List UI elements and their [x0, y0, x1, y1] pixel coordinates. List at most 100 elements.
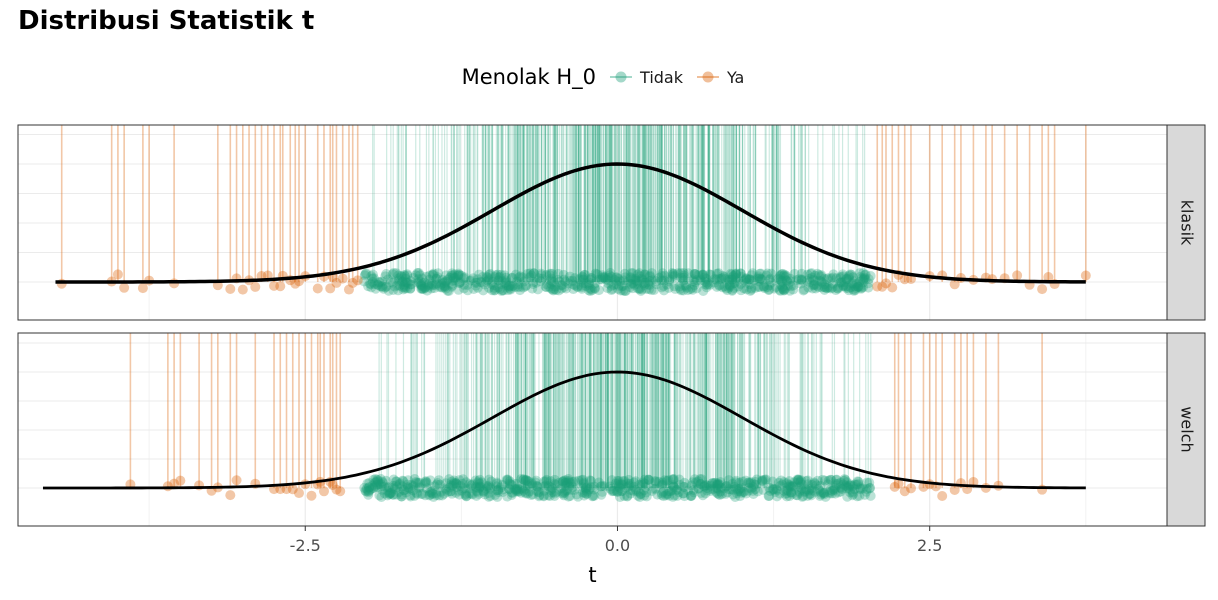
accepted-point: [518, 485, 529, 496]
accepted-point: [614, 480, 625, 491]
accepted-point: [485, 483, 496, 494]
accepted-point: [541, 269, 552, 280]
accepted-point: [381, 269, 392, 280]
accepted-point: [798, 285, 809, 296]
accepted-point: [604, 270, 615, 281]
accepted-point: [705, 269, 716, 280]
accepted-point: [544, 270, 555, 281]
accepted-point: [830, 285, 841, 296]
accepted-point: [437, 277, 448, 288]
accepted-point: [364, 477, 375, 488]
accepted-point: [483, 282, 494, 293]
rejected-point: [318, 486, 329, 497]
accepted-point: [717, 282, 728, 293]
accepted-point: [831, 474, 842, 485]
accepted-point: [781, 488, 792, 499]
accepted-point: [806, 268, 817, 279]
facet-strip: [1166, 124, 1206, 321]
accepted-point: [455, 276, 466, 287]
accepted-point: [844, 270, 855, 281]
accepted-point: [593, 274, 604, 285]
accepted-point: [405, 283, 416, 294]
accepted-point: [599, 481, 610, 492]
accepted-point: [735, 491, 746, 502]
accepted-point: [385, 488, 396, 499]
accepted-point: [835, 273, 846, 284]
accepted-point: [776, 276, 787, 287]
accepted-point: [617, 485, 628, 496]
accepted-point: [752, 273, 763, 284]
accepted-point: [414, 477, 425, 488]
accepted-point: [510, 484, 521, 495]
accepted-point: [454, 489, 465, 500]
accepted-point: [777, 277, 788, 288]
accepted-point: [427, 269, 438, 280]
accepted-point: [389, 281, 400, 292]
accepted-point: [584, 282, 595, 293]
accepted-point: [699, 272, 710, 283]
accepted-point: [578, 482, 589, 493]
accepted-point: [576, 475, 587, 486]
accepted-point: [583, 285, 594, 296]
accepted-point: [736, 487, 747, 498]
accepted-point: [416, 279, 427, 290]
accepted-point: [405, 491, 416, 502]
accepted-point: [761, 474, 772, 485]
accepted-point: [442, 486, 453, 497]
accepted-point: [836, 484, 847, 495]
accepted-point: [522, 476, 533, 487]
accepted-point: [758, 281, 769, 292]
accepted-point: [690, 269, 701, 280]
accepted-point: [397, 481, 408, 492]
accepted-point: [587, 491, 598, 502]
accepted-point: [513, 279, 524, 290]
accepted-point: [765, 486, 776, 497]
accepted-point: [682, 285, 693, 296]
accepted-point: [549, 490, 560, 501]
accepted-point: [858, 273, 869, 284]
accepted-point: [797, 491, 808, 502]
accepted-point: [490, 272, 501, 283]
accepted-point: [858, 277, 869, 288]
accepted-point: [453, 269, 464, 280]
accepted-point: [678, 275, 689, 286]
accepted-point: [607, 485, 618, 496]
accepted-point: [627, 278, 638, 289]
accepted-point: [585, 285, 596, 296]
accepted-point: [388, 480, 399, 491]
accepted-point: [835, 277, 846, 288]
accepted-point: [845, 269, 856, 280]
accepted-point: [460, 488, 471, 499]
accepted-point: [724, 276, 735, 287]
accepted-point: [825, 474, 836, 485]
accepted-point: [779, 285, 790, 296]
accepted-point: [612, 487, 623, 498]
accepted-point: [446, 278, 457, 289]
accepted-point: [835, 486, 846, 497]
accepted-point: [399, 283, 410, 294]
accepted-point: [693, 270, 704, 281]
accepted-point: [781, 276, 792, 287]
accepted-point: [361, 483, 372, 494]
accepted-point: [431, 273, 442, 284]
accepted-point: [727, 285, 738, 296]
accepted-point: [662, 489, 673, 500]
accepted-point: [644, 474, 655, 485]
accepted-point: [588, 490, 599, 501]
accepted-point: [784, 285, 795, 296]
accepted-point: [474, 481, 485, 492]
accepted-point: [522, 488, 533, 499]
accepted-point: [439, 277, 450, 288]
accepted-point: [398, 484, 409, 495]
accepted-point: [820, 491, 831, 502]
rejected-point: [872, 281, 883, 292]
accepted-point: [589, 481, 600, 492]
accepted-point: [514, 484, 525, 495]
accepted-point: [689, 280, 700, 291]
accepted-point: [841, 273, 852, 284]
accepted-point: [849, 484, 860, 495]
accepted-point: [725, 268, 736, 279]
accepted-point: [468, 283, 479, 294]
accepted-point: [559, 487, 570, 498]
accepted-point: [630, 273, 641, 284]
